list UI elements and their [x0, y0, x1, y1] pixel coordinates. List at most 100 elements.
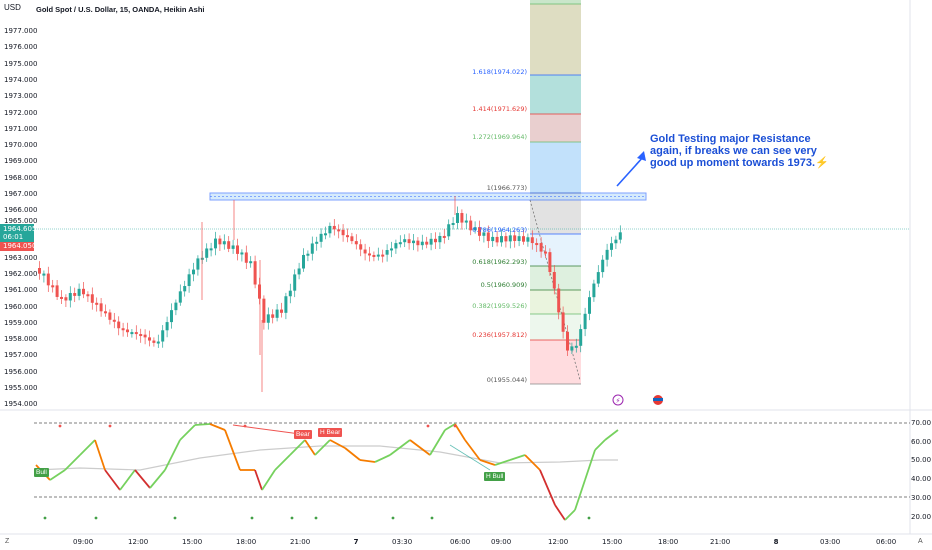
candle-body	[77, 288, 81, 296]
symbol-title[interactable]: Gold Spot / U.S. Dollar, 15, OANDA, Heik…	[36, 5, 205, 14]
candle-body	[407, 239, 411, 244]
oscillator-segment	[359, 459, 376, 463]
candle-body	[504, 236, 508, 242]
candle-body	[394, 243, 398, 249]
oscillator-segment	[104, 469, 121, 491]
candle-body	[469, 220, 473, 231]
candle-body	[196, 258, 200, 270]
oscillator-segment	[261, 469, 276, 491]
price-tick-label: 1962.000	[4, 269, 38, 278]
candle-body	[227, 241, 231, 249]
candle-body	[302, 254, 305, 269]
price-tick-label: 1969.000	[4, 157, 38, 166]
candle-body	[420, 241, 424, 246]
candle-body	[324, 233, 327, 236]
price-tick-label: 1967.000	[4, 190, 38, 198]
fib-level-label: 1.414(1971.629)	[472, 105, 527, 113]
candle-body	[341, 229, 345, 236]
candle-body	[513, 235, 517, 241]
signal-dot	[43, 516, 47, 520]
oscillator-tick-label: 70.00	[911, 419, 932, 427]
candle-body	[486, 232, 490, 242]
candle-body	[240, 252, 244, 255]
time-tick-label: 15:00	[602, 538, 623, 546]
oscillator-segment	[574, 479, 586, 511]
signal-dot	[173, 516, 177, 520]
oscillator-tick-label: 40.00	[911, 475, 932, 484]
annotation-text[interactable]: Gold Testing major Resistance again, if …	[650, 133, 829, 169]
oscillator-segment	[539, 469, 556, 506]
price-tick-label: 1959.000	[4, 318, 38, 327]
price-tick-label: 1965.000	[4, 217, 38, 225]
candle-body	[500, 236, 503, 243]
signal-dot	[314, 516, 318, 520]
price-tick-label: 1957.000	[4, 351, 38, 360]
candle-body	[161, 330, 165, 342]
fib-level-label: 0.382(1959.526)	[472, 302, 527, 310]
candle-body	[253, 261, 257, 285]
last-price-tag: 1964.605 06:01	[0, 224, 36, 242]
candle-body	[579, 329, 583, 346]
oscillator-segment	[509, 454, 526, 461]
zoom-button[interactable]: Z	[5, 538, 10, 545]
time-tick-label: 7	[353, 538, 359, 546]
bar-countdown: 06:01	[3, 233, 24, 241]
candle-body	[249, 261, 253, 264]
candle-body	[601, 259, 605, 273]
resistance-zone[interactable]	[209, 192, 647, 201]
fib-level-label: 1(1966.773)	[486, 184, 527, 192]
auto-scale-button[interactable]: A	[918, 538, 923, 545]
candle-body	[539, 243, 543, 252]
candle-body	[121, 328, 125, 331]
candle-body	[275, 309, 279, 318]
candle-body	[522, 236, 525, 242]
price-tick-label: 1954.000	[4, 400, 38, 409]
time-tick-label: 18:00	[236, 538, 257, 546]
candle-body	[178, 291, 182, 303]
candle-body	[99, 303, 103, 312]
fibonacci-extension[interactable]	[529, 0, 581, 385]
candle-body	[205, 248, 209, 258]
oscillator-segment	[304, 439, 316, 456]
candle-body	[614, 239, 618, 244]
candle-body	[337, 229, 341, 232]
candle-body	[363, 249, 367, 254]
price-tick-label: 1971.000	[4, 124, 38, 133]
candle-body	[42, 273, 46, 276]
oscillator-segment	[564, 509, 576, 521]
candle-body	[530, 237, 534, 244]
oscillator-segment	[429, 429, 446, 456]
candle-body	[570, 346, 574, 351]
oscillator-segment	[454, 423, 466, 441]
candle-body	[359, 244, 363, 250]
candle-body	[82, 288, 85, 295]
price-tick-label: 1974.000	[4, 75, 38, 84]
time-tick-label: 09:00	[491, 538, 512, 546]
signal-dot	[94, 516, 98, 520]
time-tick-label: 15:00	[182, 538, 203, 546]
price-tick-label: 1976.000	[4, 43, 38, 52]
candle-body	[438, 235, 442, 243]
oscillator-segment	[64, 454, 81, 471]
oscillator-segment	[329, 439, 346, 449]
signal-dot	[250, 516, 254, 520]
candle-body	[126, 329, 129, 333]
candle-body	[73, 293, 77, 296]
time-tick-label: 06:00	[876, 538, 897, 546]
candle-body	[346, 235, 349, 238]
candle-body	[610, 243, 613, 250]
candle-body	[244, 252, 248, 263]
price-tick-label: 1963.000	[4, 253, 38, 262]
fib-level-label: 0.786(1964.263)	[472, 226, 527, 234]
candle-body	[372, 254, 376, 257]
candle-body	[315, 241, 319, 244]
candle-body	[95, 302, 99, 305]
price-tick-label: 1977.000	[4, 27, 38, 35]
oscillator-segment	[409, 439, 431, 456]
oscillator-segment	[494, 459, 511, 466]
candle-body	[170, 310, 173, 323]
event-markers[interactable]: ⚡	[612, 394, 663, 406]
time-tick-label: 21:00	[710, 538, 731, 546]
candle-body	[293, 274, 297, 291]
